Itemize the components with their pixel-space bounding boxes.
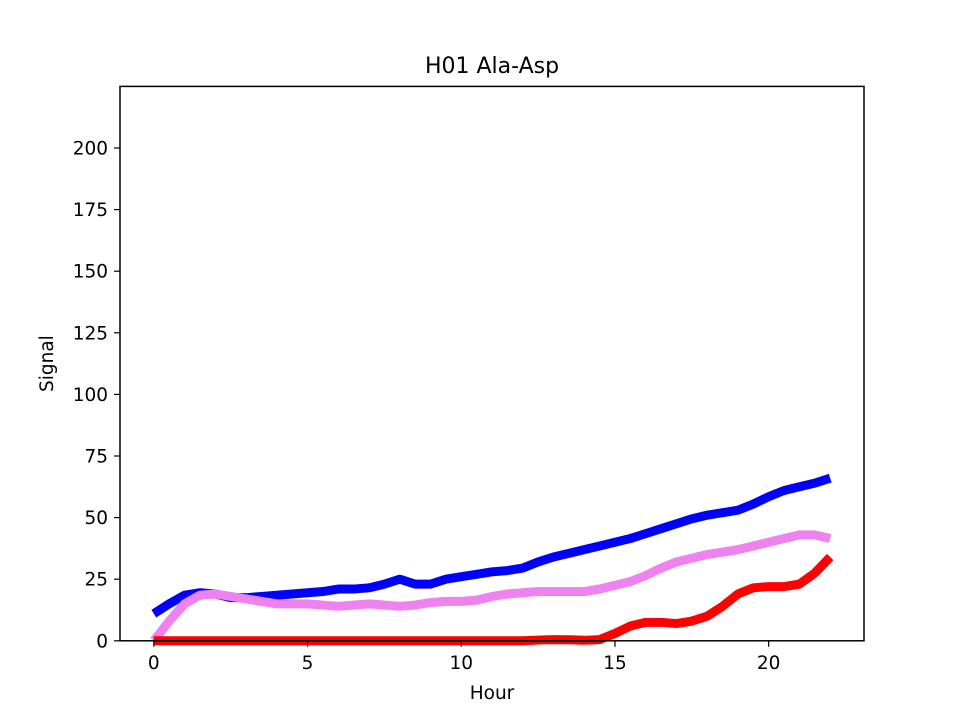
y-tick-label: 100	[73, 385, 108, 406]
x-tick-label: 15	[603, 653, 627, 674]
x-tick-label: 5	[302, 653, 314, 674]
y-tick-label: 200	[73, 139, 108, 160]
y-tick-label: 175	[73, 200, 108, 221]
y-tick-label: 50	[84, 508, 108, 529]
x-tick-label: 0	[148, 653, 160, 674]
x-tick-label: 20	[757, 653, 781, 674]
plot-frame	[119, 85, 865, 642]
series-line-2	[150, 530, 832, 644]
y-tick-label: 0	[96, 631, 108, 652]
chart-title: H01 Ala-Asp	[425, 54, 559, 79]
y-axis-label: Signal	[37, 335, 58, 392]
y-tick-label: 75	[84, 447, 108, 468]
y-tick-label: 125	[73, 323, 108, 344]
y-tick-label: 150	[73, 262, 108, 283]
x-axis-label: Hour	[470, 683, 515, 704]
series-line-1	[151, 473, 832, 618]
y-tick-label: 25	[84, 570, 108, 591]
x-tick-label: 10	[449, 653, 473, 674]
